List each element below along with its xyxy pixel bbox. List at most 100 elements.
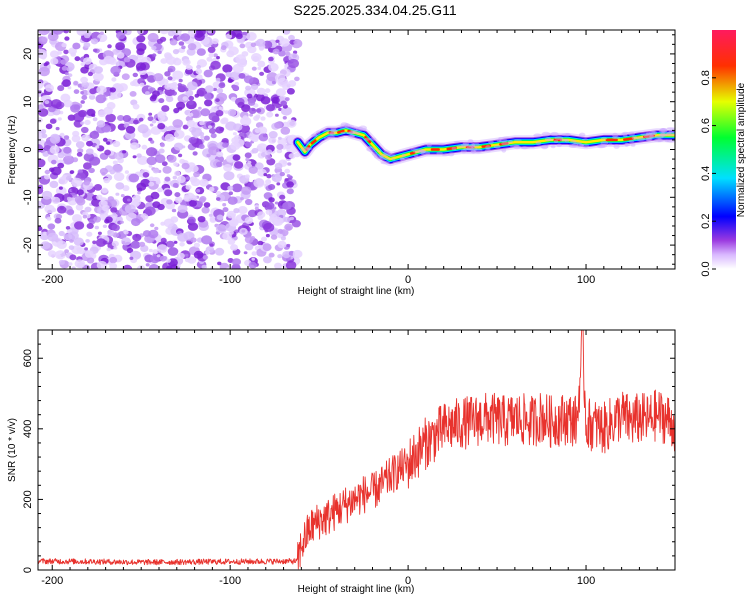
ridge-halo-speck: [571, 143, 579, 147]
colorbar-tick-label: 0.8: [700, 70, 712, 85]
ridge-halo-speck: [630, 143, 636, 147]
ridge-halo-speck: [413, 154, 419, 158]
ridge-halo-speck: [596, 144, 606, 149]
ridge-halo-speck: [470, 150, 477, 153]
snr-y-tick-label: 600: [22, 349, 34, 367]
ridge-halo-speck: [645, 132, 653, 136]
ridge-halo-speck: [388, 153, 396, 158]
ridge-halo-speck: [666, 139, 675, 143]
spec-x-tick-label: -200: [41, 274, 63, 286]
ridge-halo-speck: [665, 131, 675, 137]
ridge-halo-speck: [463, 147, 471, 151]
snr-y-tick-label: 400: [22, 420, 34, 438]
ridge-halo-speck: [436, 151, 443, 155]
colorbar-tick-label: 0.2: [700, 214, 712, 229]
ridge-halo-speck: [373, 154, 384, 159]
ridge-peak-segment: [310, 139, 317, 145]
ridge-halo-speck: [330, 127, 337, 131]
ridge-halo-speck: [464, 144, 472, 147]
ridge-halo-speck: [420, 149, 426, 154]
ridge-halo-speck: [340, 122, 349, 127]
ridge-halo-speck: [521, 146, 528, 150]
ridge-halo-speck: [550, 145, 556, 149]
ridge-halo-speck: [419, 148, 423, 151]
ridge-halo-speck: [471, 142, 480, 148]
ridge-halo-speck: [448, 152, 455, 157]
colorbar-label: Normalized spectral amplitude: [736, 82, 747, 217]
ridge-halo-speck: [546, 138, 555, 141]
ridge-halo-speck: [330, 131, 336, 136]
ridge-halo-speck: [661, 128, 666, 133]
spec-y-tick-label: -10: [22, 189, 34, 205]
ridge-halo-speck: [356, 132, 361, 135]
ridge-halo-speck: [628, 139, 635, 143]
ridge-halo-speck: [344, 123, 351, 128]
ridge-halo-speck: [369, 137, 377, 141]
ridge-halo-speck: [541, 131, 551, 137]
ridge-halo-speck: [507, 140, 513, 144]
ridge-peak-segment: [481, 144, 492, 148]
ridge-halo-speck: [666, 132, 672, 135]
ridge-halo-speck: [393, 161, 401, 164]
ridge-halo-speck: [499, 139, 508, 143]
spectrogram-y-axis-title: Frequency (Hz): [7, 116, 18, 185]
ridge-halo-speck: [338, 125, 347, 129]
ridge-halo-speck: [645, 132, 652, 136]
ridge-halo-speck: [666, 127, 675, 130]
ridge-halo-speck: [564, 138, 570, 143]
ridge-halo-speck: [453, 140, 460, 143]
spectrogram-frame: [37, 29, 676, 270]
ridge-halo-speck: [348, 131, 358, 134]
ridge-halo-speck: [417, 150, 427, 153]
ridge-halo-speck: [559, 138, 568, 142]
ridge-halo-speck: [556, 143, 562, 148]
ridge-halo-speck: [327, 135, 335, 139]
spec-x-tick-label: -100: [219, 274, 241, 286]
snr-y-tick-label: 200: [22, 490, 34, 508]
ridge-halo-speck: [401, 153, 406, 157]
ridge-halo-speck: [649, 134, 655, 139]
spec-y-tick-label: 20: [22, 48, 34, 60]
ridge-halo-speck: [570, 140, 577, 143]
ridge-halo-speck: [402, 157, 411, 160]
ridge-halo-speck: [400, 158, 406, 162]
ridge-halo-speck: [469, 147, 478, 152]
ridge-peak-segment: [643, 134, 655, 139]
ridge-halo-speck: [628, 131, 635, 136]
ridge-halo-speck: [568, 144, 577, 148]
ridge-halo-speck: [376, 149, 382, 153]
ridge-halo-speck: [509, 144, 520, 148]
ridge-halo-speck: [573, 141, 582, 145]
ridge-halo-speck: [420, 150, 431, 156]
ridge-halo-speck: [441, 153, 450, 157]
snr-frame: [37, 329, 676, 571]
ridge-halo-speck: [643, 134, 654, 139]
ridge-halo-speck: [323, 136, 332, 140]
ridge-halo-speck: [410, 148, 420, 151]
colorbar-tick-label: 0.6: [700, 118, 712, 133]
ridge-halo-speck: [623, 133, 628, 138]
ridge-halo-speck: [381, 153, 391, 157]
ridge-halo-speck: [485, 145, 491, 150]
ridge-halo-speck: [651, 131, 656, 136]
colorbar-gradient: [712, 30, 736, 269]
ridge-halo-speck: [622, 131, 629, 135]
ridge-halo-speck: [310, 133, 318, 138]
ridge-peak-segment: [337, 129, 345, 134]
ridge-halo-speck: [312, 134, 318, 137]
ridge-halo-speck: [350, 129, 358, 132]
ridge-halo-speck: [550, 131, 559, 137]
ridge-halo-speck: [355, 126, 364, 132]
ridge-halo-speck: [657, 138, 662, 142]
spec-y-tick-label: 10: [22, 96, 34, 108]
ridge-halo-speck: [576, 143, 585, 147]
ridge-halo-speck: [502, 136, 510, 139]
ridge-halo-speck: [513, 145, 521, 150]
ridge-halo-speck: [625, 143, 631, 147]
ridge-halo-speck: [305, 140, 310, 145]
ridge-halo-speck: [399, 157, 404, 161]
ridge-halo-speck: [485, 148, 492, 153]
ridge-halo-speck: [437, 143, 446, 146]
ridge-halo-speck: [501, 148, 507, 153]
ridge-halo-speck: [653, 138, 664, 143]
